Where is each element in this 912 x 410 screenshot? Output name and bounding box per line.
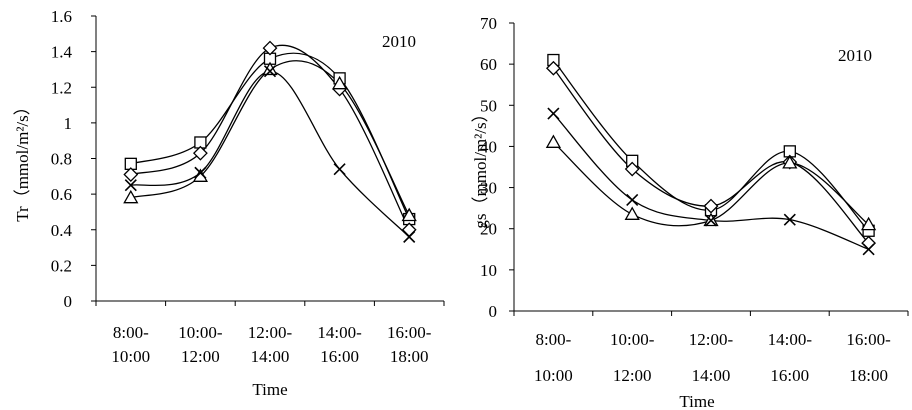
- tr-series-line-square: [130, 52, 410, 220]
- tr-y-tick-label: 1.6: [51, 7, 72, 26]
- gs-point-cross: [626, 193, 639, 206]
- tr-chart: 0 0.2 0.4 0.6 0.8 1 1.2 1.4 1.6 8:00- 10:00 10:00- 1…: [13, 7, 445, 399]
- tr-y-tick-label: 0: [64, 292, 73, 311]
- gs-x-tick-label: 18:00: [849, 366, 888, 385]
- gs-x-tick-label: 16:00: [770, 366, 809, 385]
- tr-point-cross: [194, 166, 207, 179]
- gs-x-tick-label: 14:00: [692, 366, 731, 385]
- tr-x-tick-label: 14:00: [251, 347, 290, 366]
- gs-point-diamond: [545, 60, 561, 76]
- tr-x-axis-title: Time: [252, 380, 287, 399]
- tr-point-cross: [124, 179, 137, 192]
- tr-series-line-cross: [130, 70, 410, 238]
- gs-x-tick-label: 12:00: [613, 366, 652, 385]
- gs-point-triangle: [782, 155, 798, 169]
- gs-y-tick-label: 20: [480, 220, 497, 239]
- gs-x-tick-label: 14:00-: [768, 330, 813, 349]
- gs-y-tick-label: 40: [480, 137, 497, 156]
- gs-y-tick-label: 60: [480, 55, 497, 74]
- tr-point-triangle: [331, 75, 348, 90]
- gs-chart: 0 10 20 30 40 50 60 70 8:00- 10:00 10:00- 12:00 12:0…: [471, 14, 909, 410]
- tr-point-cross: [263, 65, 277, 78]
- gs-x-tick-label: 12:00-: [689, 330, 734, 349]
- gs-point-triangle: [860, 216, 877, 231]
- tr-point-triangle: [401, 207, 417, 222]
- gs-point-triangle: [545, 134, 562, 148]
- gs-x-axis-title: Time: [679, 392, 714, 410]
- gs-x-tick-label: 8:00-: [535, 330, 571, 349]
- gs-y-tick-label: 30: [480, 179, 497, 198]
- tr-y-tick-label: 1: [64, 114, 73, 133]
- tr-y-tick-label: 1.2: [51, 78, 72, 97]
- gs-x-tick-label: 16:00-: [846, 330, 891, 349]
- tr-point-cross: [333, 163, 346, 176]
- tr-x-tick-label: 12:00: [181, 347, 220, 366]
- gs-point-cross: [547, 107, 560, 120]
- tr-y-tick-label: 1.4: [51, 43, 73, 62]
- gs-y-tick-label: 10: [480, 261, 497, 280]
- gs-point-cross: [704, 214, 718, 227]
- gs-point-diamond: [703, 198, 719, 214]
- tr-x-tick-label: 10:00: [111, 347, 150, 366]
- gs-x-tick-label: 10:00-: [610, 330, 655, 349]
- tr-x-tick-label: 12:00-: [248, 323, 293, 342]
- gs-y-tick-label: 50: [480, 96, 497, 115]
- tr-point-triangle: [123, 189, 139, 204]
- tr-point-diamond: [262, 40, 278, 56]
- tr-y-tick-label: 0.4: [51, 221, 73, 240]
- tr-x-tick-label: 8:00-: [113, 323, 149, 342]
- gs-year-label: 2010: [838, 46, 872, 65]
- gs-point-diamond: [624, 161, 640, 177]
- tr-x-tick-label: 16:00: [320, 347, 359, 366]
- tr-point-diamond: [123, 167, 139, 182]
- tr-y-tick-label: 0.6: [51, 185, 72, 204]
- tr-x-tick-label: 18:00: [390, 347, 429, 366]
- tr-y-tick-label: 0.8: [51, 150, 72, 169]
- gs-point-cross: [862, 243, 875, 256]
- tr-y-axis-title: Tr（mmol/m²/s）: [13, 98, 32, 222]
- gs-point-cross: [783, 213, 796, 226]
- gs-y-tick-label: 0: [489, 302, 498, 321]
- tr-y-tick-label: 0.2: [51, 256, 72, 275]
- tr-point-diamond: [192, 145, 208, 161]
- tr-year-label: 2010: [382, 32, 416, 51]
- gs-x-tick-label: 10:00: [534, 366, 573, 385]
- tr-x-tick-label: 10:00-: [178, 323, 223, 342]
- gs-point-triangle: [624, 206, 640, 220]
- tr-x-tick-label: 14:00-: [317, 323, 362, 342]
- gs-y-axis-title: gs（mmol/m²/s）: [471, 105, 490, 228]
- gs-y-tick-label: 70: [480, 14, 497, 33]
- tr-x-tick-label: 16:00-: [387, 323, 432, 342]
- tr-point-cross: [403, 230, 416, 243]
